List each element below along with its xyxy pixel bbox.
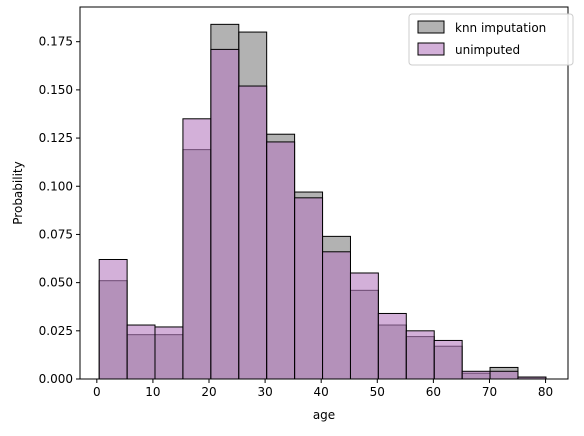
x-tick-label: 80 xyxy=(538,385,553,399)
unimputed-bar-6 xyxy=(266,141,296,380)
x-axis: 0 10 20 30 40 50 60 70 80 xyxy=(93,379,553,399)
unimputed-bar-3 xyxy=(182,118,212,380)
unimputed-bar-4 xyxy=(210,48,240,380)
y-tick-label: 0.100 xyxy=(39,179,73,193)
unimputed-bar-7 xyxy=(294,197,324,380)
x-tick-label: 70 xyxy=(482,385,497,399)
x-tick-label: 30 xyxy=(257,385,272,399)
legend-label-unimputed: unimputed xyxy=(455,43,520,57)
unimputed-bar-14 xyxy=(489,370,519,380)
unimputed-bar-1 xyxy=(126,324,156,380)
legend-box xyxy=(408,13,574,66)
y-tick-label: 0.075 xyxy=(39,227,73,241)
unimputed-bar-9 xyxy=(349,272,379,380)
y-tick-label: 0.050 xyxy=(39,276,73,290)
unimputed-bar-8 xyxy=(322,251,351,380)
y-axis-label: Probability xyxy=(11,161,25,224)
unimputed-bars xyxy=(98,48,547,380)
legend-swatch-knn xyxy=(417,20,445,34)
unimputed-bar-12 xyxy=(433,339,463,380)
y-tick-label: 0.025 xyxy=(39,324,73,338)
x-tick-label: 50 xyxy=(370,385,385,399)
y-axis: 0.000 0.025 0.050 0.075 0.100 0.125 0.150 0.175 xyxy=(39,35,80,386)
unimputed-bar-11 xyxy=(405,330,435,380)
x-tick-label: 40 xyxy=(314,385,329,399)
x-tick-label: 60 xyxy=(426,385,441,399)
y-tick-label: 0.000 xyxy=(39,372,73,386)
y-tick-label: 0.150 xyxy=(39,83,73,97)
unimputed-bar-13 xyxy=(461,370,491,380)
y-tick-label: 0.175 xyxy=(39,35,73,49)
x-tick-label: 10 xyxy=(145,385,160,399)
x-tick-label: 20 xyxy=(201,385,216,399)
unimputed-bar-5 xyxy=(238,85,268,380)
unimputed-bar-2 xyxy=(154,326,184,380)
unimputed-bar-0 xyxy=(98,258,128,380)
x-tick-label: 0 xyxy=(93,385,101,399)
legend-label-knn: knn imputation xyxy=(455,21,546,35)
legend: knn imputation unimputed xyxy=(408,13,574,66)
x-axis-label: age xyxy=(313,408,335,422)
unimputed-bar-10 xyxy=(377,312,407,380)
axes-frame xyxy=(79,6,569,380)
legend-swatch-unimputed xyxy=(417,42,445,56)
y-tick-label: 0.125 xyxy=(39,131,73,145)
